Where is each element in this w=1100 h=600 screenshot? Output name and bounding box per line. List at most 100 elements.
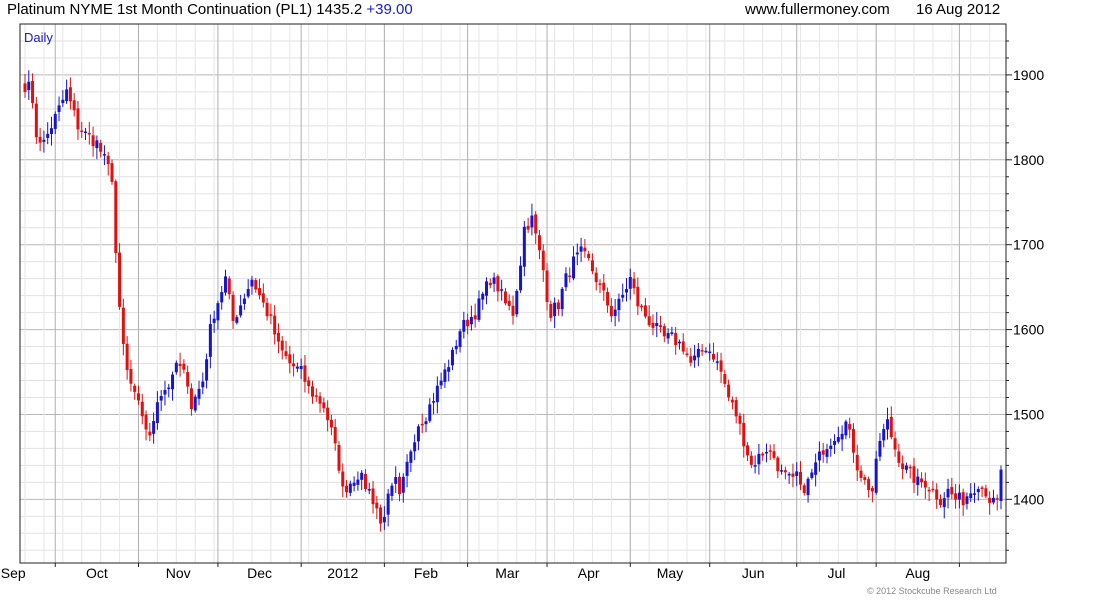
candle-body	[704, 350, 708, 353]
candle-body	[466, 319, 470, 327]
candle-body	[329, 419, 333, 428]
candle-body	[662, 326, 666, 337]
candle	[129, 359, 133, 392]
candle	[549, 300, 553, 322]
candle	[957, 484, 961, 509]
y-tick-label: 1700	[1013, 237, 1044, 253]
candle-body	[148, 431, 152, 436]
candle-body	[757, 453, 761, 465]
candle-body	[398, 476, 402, 495]
candle-body	[333, 427, 337, 444]
candle	[443, 363, 447, 389]
candle	[186, 365, 190, 394]
candle-body	[416, 426, 420, 442]
candle	[783, 466, 787, 480]
candle-body	[946, 488, 950, 498]
candle-body	[696, 348, 700, 358]
candle	[311, 380, 315, 404]
candle	[727, 379, 731, 402]
candle	[235, 314, 239, 325]
candle	[435, 376, 439, 414]
candle-body	[171, 374, 175, 390]
website-link[interactable]: www.fullermoney.com	[745, 1, 890, 18]
candle-body	[976, 489, 980, 493]
candle-body	[814, 462, 818, 475]
candle	[579, 237, 583, 262]
candle	[398, 472, 402, 502]
candle	[212, 310, 216, 333]
candle	[182, 359, 186, 374]
candle	[624, 278, 628, 302]
candle-body	[227, 278, 231, 295]
candle-body	[193, 396, 197, 411]
candle-body	[197, 388, 201, 399]
candle-body	[719, 360, 723, 372]
copyright-footer: © 2012 Stockcube Research Ltd	[867, 586, 997, 596]
candle-body	[409, 451, 413, 463]
candle	[303, 355, 307, 393]
candle-body	[144, 414, 148, 430]
candle-body	[276, 332, 280, 342]
candle-body	[114, 181, 118, 254]
candle	[46, 122, 50, 145]
candle	[568, 267, 572, 283]
candle	[829, 438, 833, 457]
candle-body	[844, 421, 848, 436]
candle-body	[273, 315, 277, 335]
candle-body	[469, 316, 473, 325]
candle-body	[749, 455, 753, 465]
x-tick-label: Mar	[495, 565, 519, 581]
candle-body	[477, 298, 481, 320]
candle	[31, 73, 35, 109]
candle	[307, 376, 311, 394]
candle	[704, 347, 708, 354]
candle-body	[46, 133, 50, 138]
candle-body	[742, 422, 746, 447]
candle-body	[49, 128, 53, 134]
candle	[242, 293, 246, 310]
candle-body	[859, 470, 863, 478]
candle-body	[893, 438, 897, 450]
candle	[148, 422, 152, 442]
candle	[390, 482, 394, 501]
candle	[341, 463, 345, 498]
candle-body	[231, 294, 235, 321]
candle	[454, 339, 458, 355]
candle-body	[102, 154, 106, 156]
candle-body	[851, 429, 855, 453]
x-tick-label: Nov	[166, 565, 191, 581]
candle-body	[235, 317, 239, 323]
candle	[560, 286, 564, 317]
candle	[666, 328, 670, 344]
candle	[897, 443, 901, 468]
candle	[685, 347, 689, 358]
candle	[840, 425, 844, 452]
candle-body	[87, 132, 91, 135]
candle	[799, 461, 803, 491]
candle	[447, 359, 451, 382]
candle	[821, 442, 825, 463]
candle-body	[791, 473, 795, 477]
candle-body	[519, 265, 523, 291]
candle	[450, 347, 454, 371]
candle-body	[969, 493, 973, 499]
candle-body	[99, 142, 103, 152]
candle-body	[152, 420, 156, 434]
candle	[114, 179, 118, 263]
candle-body	[863, 477, 867, 480]
candle-body	[564, 273, 568, 288]
candle-body	[628, 276, 632, 289]
candle	[886, 407, 890, 440]
candle	[912, 457, 916, 494]
candle	[867, 476, 871, 498]
candle	[723, 369, 727, 388]
x-tick-label: Jun	[742, 565, 765, 581]
candle-body	[768, 450, 772, 452]
candle-body	[636, 286, 640, 307]
chart-title: Platinum NYME 1st Month Continuation (PL…	[7, 1, 413, 18]
y-tick-label: 1600	[1013, 322, 1044, 338]
candle	[874, 450, 878, 495]
candle	[553, 297, 557, 329]
candle-body	[685, 353, 689, 356]
